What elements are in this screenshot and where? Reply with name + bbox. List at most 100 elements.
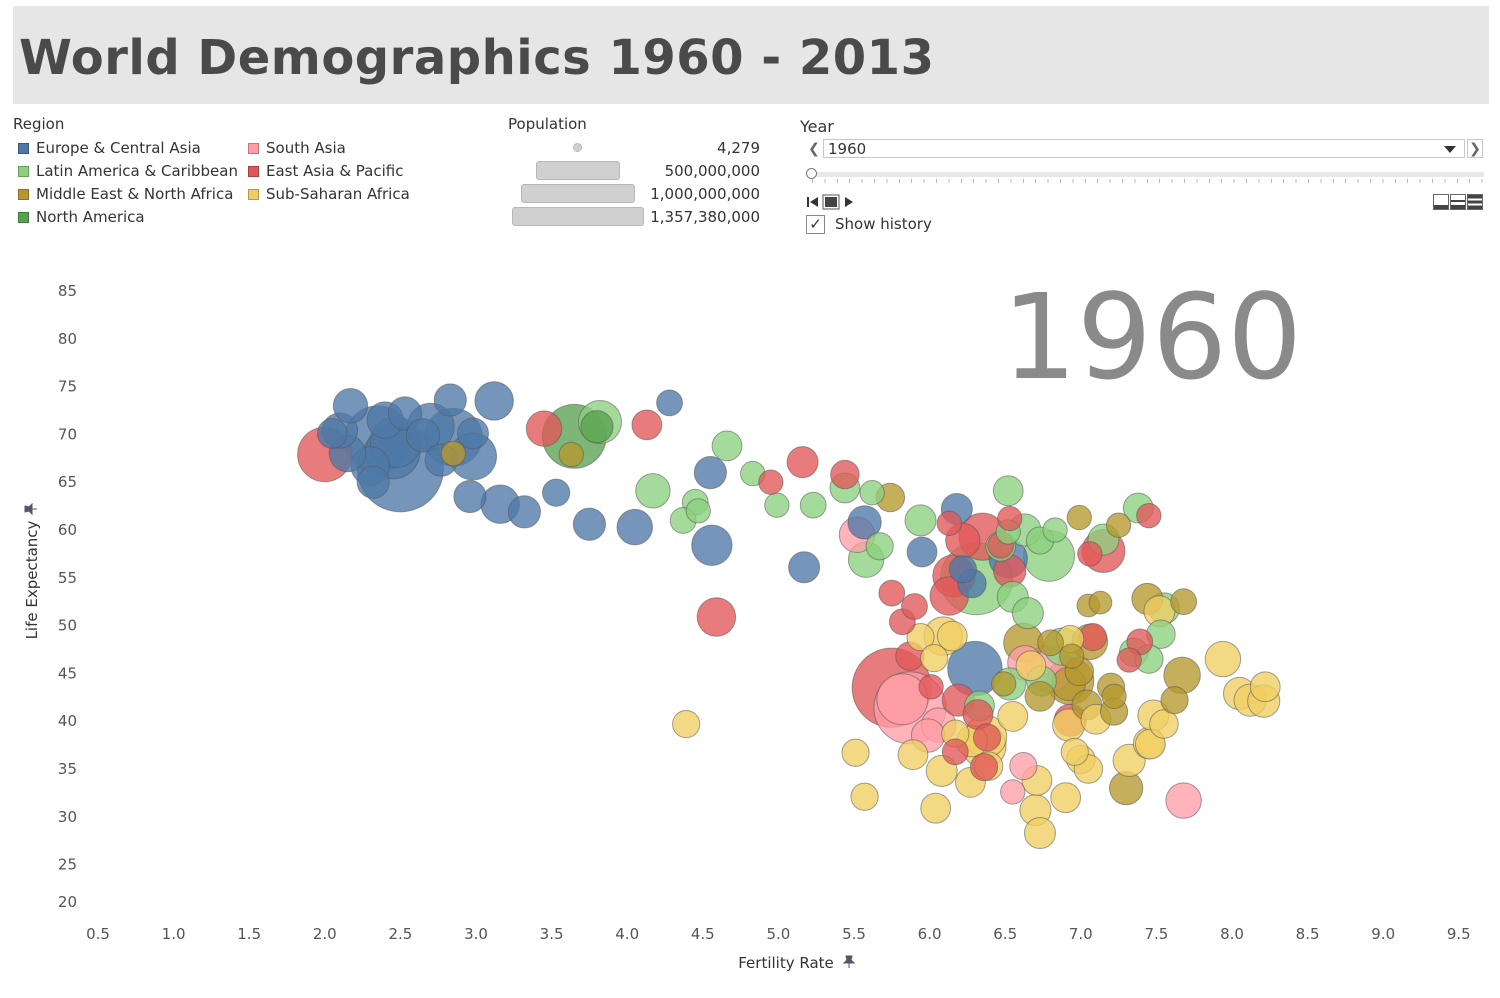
country-bubble[interactable]: [906, 536, 938, 568]
country-bubble[interactable]: [830, 459, 860, 490]
country-bubble[interactable]: [572, 507, 606, 541]
country-bubble[interactable]: [1024, 680, 1056, 712]
country-bubble[interactable]: [1000, 779, 1026, 805]
country-bubble[interactable]: [1170, 588, 1198, 616]
country-bubble[interactable]: [332, 388, 369, 424]
country-bubble[interactable]: [1088, 590, 1113, 615]
country-bubble[interactable]: [525, 410, 563, 447]
country-bubble[interactable]: [616, 508, 653, 546]
country-bubble[interactable]: [1060, 737, 1089, 766]
country-bubble[interactable]: [685, 498, 711, 524]
country-bubble[interactable]: [1023, 817, 1056, 850]
country-bubble[interactable]: [901, 593, 928, 620]
speed-medium-icon[interactable]: [1450, 194, 1466, 210]
country-bubble[interactable]: [991, 671, 1017, 697]
legend-item-north-america[interactable]: North America: [18, 207, 145, 227]
country-bubble[interactable]: [656, 389, 683, 417]
country-bubble[interactable]: [1077, 541, 1103, 567]
show-history-checkbox[interactable]: ✓: [806, 214, 825, 234]
year-dropdown[interactable]: 1960: [823, 139, 1465, 158]
country-bubble[interactable]: [456, 417, 489, 450]
country-bubble[interactable]: [786, 446, 819, 479]
legend-item-latin-america[interactable]: Latin America & Caribbean: [18, 161, 238, 181]
country-bubble[interactable]: [1059, 643, 1085, 669]
country-bubble[interactable]: [997, 505, 1023, 532]
stop-button[interactable]: [822, 194, 840, 210]
legend-item-middle-east[interactable]: Middle East & North Africa: [18, 184, 233, 204]
country-bubble[interactable]: [865, 532, 894, 561]
country-bubble[interactable]: [918, 674, 944, 700]
country-bubble[interactable]: [356, 465, 390, 499]
country-bubble[interactable]: [542, 478, 571, 507]
speed-fast-icon[interactable]: [1467, 194, 1483, 210]
country-bubble[interactable]: [948, 555, 977, 584]
country-bubble[interactable]: [507, 495, 541, 529]
next-year-button[interactable]: ❯: [1467, 139, 1483, 158]
country-bubble[interactable]: [635, 473, 671, 509]
country-bubble[interactable]: [997, 701, 1029, 732]
country-bubble[interactable]: [1011, 597, 1044, 630]
previous-year-button[interactable]: ❮: [806, 139, 822, 158]
legend-item-east-asia[interactable]: East Asia & Pacific: [248, 161, 403, 181]
country-bubble[interactable]: [936, 620, 968, 652]
country-bubble[interactable]: [758, 469, 784, 495]
country-bubble[interactable]: [558, 441, 584, 468]
country-bubble[interactable]: [631, 409, 663, 441]
country-bubble[interactable]: [316, 418, 348, 449]
country-bubble[interactable]: [992, 475, 1024, 507]
country-bubble[interactable]: [841, 738, 870, 767]
country-bubble[interactable]: [474, 381, 514, 421]
country-bubble[interactable]: [1009, 752, 1038, 781]
country-bubble[interactable]: [1042, 517, 1068, 543]
country-bubble[interactable]: [876, 673, 929, 726]
country-bubble[interactable]: [1160, 686, 1189, 715]
y-axis-pin-icon[interactable]: [24, 502, 37, 516]
country-bubble[interactable]: [453, 479, 487, 514]
country-bubble[interactable]: [1101, 683, 1127, 710]
year-slider-thumb[interactable]: [806, 168, 817, 179]
country-bubble[interactable]: [1037, 629, 1064, 657]
country-bubble[interactable]: [897, 739, 929, 771]
country-bubble[interactable]: [1165, 782, 1202, 819]
country-bubble[interactable]: [1116, 647, 1142, 673]
country-bubble[interactable]: [936, 510, 962, 536]
country-bubble[interactable]: [764, 492, 790, 518]
country-bubble[interactable]: [920, 644, 949, 673]
country-bubble[interactable]: [1015, 650, 1047, 682]
legend-item-europe[interactable]: Europe & Central Asia: [18, 138, 201, 158]
country-bubble[interactable]: [696, 597, 737, 637]
country-bubble[interactable]: [1249, 671, 1281, 703]
country-bubble[interactable]: [788, 551, 821, 584]
country-bubble[interactable]: [906, 622, 935, 652]
country-bubble[interactable]: [580, 410, 614, 444]
country-bubble[interactable]: [920, 792, 952, 824]
step-back-button[interactable]: [806, 194, 820, 210]
country-bubble[interactable]: [693, 456, 727, 490]
country-bubble[interactable]: [847, 505, 882, 540]
country-bubble[interactable]: [969, 752, 999, 782]
year-slider-track[interactable]: [812, 172, 1484, 177]
legend-item-south-asia[interactable]: South Asia: [248, 138, 346, 158]
country-bubble[interactable]: [850, 782, 879, 811]
country-bubble[interactable]: [1204, 640, 1242, 678]
country-bubble[interactable]: [672, 709, 701, 739]
country-bubble[interactable]: [1066, 504, 1092, 531]
country-bubble[interactable]: [1149, 709, 1179, 739]
legend-item-sub-saharan-africa[interactable]: Sub-Saharan Africa: [248, 184, 410, 204]
x-axis-pin-icon[interactable]: [842, 955, 856, 968]
country-bubble[interactable]: [941, 738, 969, 766]
speed-slow-icon[interactable]: [1433, 194, 1449, 210]
country-bubble[interactable]: [972, 723, 1002, 752]
country-bubble[interactable]: [691, 524, 733, 566]
country-bubble[interactable]: [1050, 782, 1082, 814]
country-bubble[interactable]: [433, 383, 467, 417]
country-bubble[interactable]: [1105, 512, 1132, 538]
play-button[interactable]: [842, 194, 856, 210]
country-bubble[interactable]: [799, 491, 827, 519]
country-bubble[interactable]: [405, 418, 441, 453]
country-bubble[interactable]: [711, 430, 743, 462]
country-bubble[interactable]: [859, 480, 885, 506]
country-bubble[interactable]: [904, 504, 937, 537]
country-bubble[interactable]: [440, 440, 466, 467]
show-history-toggle[interactable]: ✓ Show history: [806, 213, 932, 235]
